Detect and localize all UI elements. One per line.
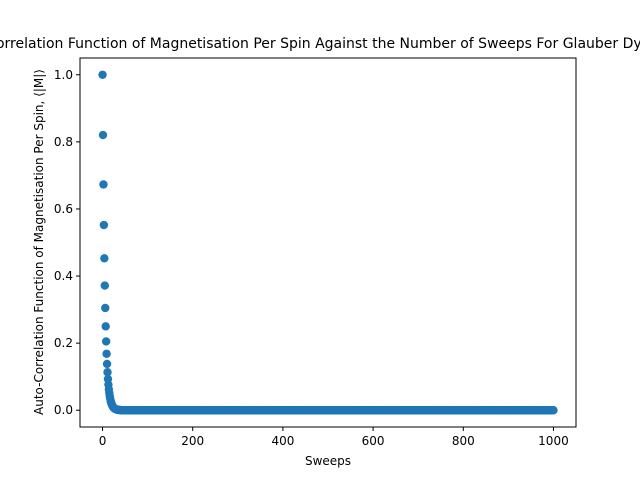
y-tick-label: 0.6	[54, 202, 73, 216]
data-point	[101, 303, 110, 313]
x-tick-label: 400	[271, 434, 294, 448]
chart-title: Auto-Correlation Function of Magnetisati…	[0, 36, 640, 52]
data-point	[100, 281, 110, 290]
x-tick-label: 0	[99, 434, 107, 448]
x-tick-label: 200	[181, 434, 204, 448]
data-point	[102, 349, 111, 358]
x-axis-label: Sweeps	[305, 454, 351, 468]
axes-frame	[79, 57, 577, 428]
data-point	[98, 70, 107, 79]
data-point	[98, 130, 108, 140]
plot-area	[98, 70, 558, 415]
y-tick-label: 0.8	[54, 135, 73, 149]
data-point	[101, 337, 111, 346]
data-point	[99, 220, 109, 230]
y-tick-label: 0.0	[54, 403, 73, 417]
data-point	[100, 254, 109, 263]
y-tick-label: 0.2	[54, 336, 73, 350]
data-point	[101, 322, 110, 331]
data-point	[549, 406, 558, 415]
y-axis-label: Auto-Correlation Function of Magnetisati…	[32, 69, 46, 415]
y-axis: 0.0 0.2 0.4 0.6 0.8 1.0	[54, 68, 80, 417]
y-tick-label: 1.0	[54, 68, 73, 82]
y-tick-label: 0.4	[54, 269, 73, 283]
x-tick-label: 1000	[538, 434, 569, 448]
x-axis: 0 200 400 600 800 1000	[99, 427, 569, 448]
data-point	[102, 359, 112, 369]
x-tick-label: 600	[362, 434, 385, 448]
x-tick-label: 800	[452, 434, 475, 448]
data-point	[99, 180, 108, 189]
data-point	[103, 368, 112, 377]
